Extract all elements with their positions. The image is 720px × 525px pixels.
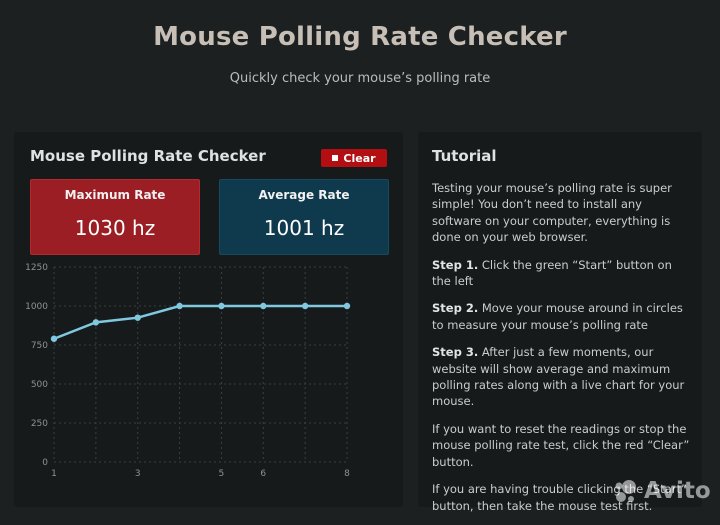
clear-button-label: Clear <box>343 151 376 165</box>
tutorial-intro: Testing your mouse’s polling rate is sup… <box>432 181 672 245</box>
tutorial-step-1: Step 1. Click the green “Start” button o… <box>432 257 694 290</box>
data-point <box>50 335 58 342</box>
y-tick-label: 500 <box>31 380 48 390</box>
max-rate-card: Maximum Rate 1030 hz <box>30 179 200 255</box>
x-tick-label: 6 <box>260 469 266 479</box>
y-tick-label: 1250 <box>25 263 48 273</box>
step-3-text: After just a few moments, our website wi… <box>432 345 685 409</box>
avito-logo-icon <box>615 480 636 502</box>
tutorial-body: Testing your mouse’s polling rate is sup… <box>432 180 694 525</box>
x-tick-label: 3 <box>135 469 141 479</box>
data-point <box>301 302 309 310</box>
tutorial-step-3: Step 3. After just a few moments, our we… <box>432 344 694 410</box>
step-1-text: Click the green “Start” button on the le… <box>432 257 672 289</box>
avg-rate-label: Average Rate <box>258 188 350 202</box>
data-point <box>343 302 351 310</box>
step-2-text: Move your mouse around in circles to mea… <box>432 301 683 332</box>
checker-title: Mouse Polling Rate Checker <box>30 147 266 165</box>
tutorial-step-2: Step 2. Move your mouse around in circle… <box>432 300 694 333</box>
y-tick-label: 1000 <box>25 302 48 312</box>
data-point <box>134 314 141 321</box>
stop-icon <box>332 155 339 161</box>
max-rate-value: 1030 hz <box>74 216 156 240</box>
step-3-label: Step 3. <box>432 345 479 360</box>
y-tick-label: 0 <box>42 458 48 468</box>
x-tick-label: 5 <box>219 469 225 479</box>
series-line <box>53 304 347 340</box>
data-point <box>92 319 100 326</box>
clear-button[interactable]: Clear <box>321 149 387 167</box>
avg-rate-card: Average Rate 1001 hz <box>219 179 389 255</box>
step-2-label: Step 2. <box>432 301 479 316</box>
y-tick-label: 750 <box>31 341 48 351</box>
data-point <box>260 302 267 310</box>
avito-watermark: Avito <box>612 478 711 504</box>
polling-rate-chart: 0 250 500 750 1000 1250 1 3 5 6 8 <box>25 263 351 479</box>
data-point <box>218 302 225 310</box>
page-title: Mouse Polling Rate Checker <box>153 22 567 52</box>
x-tick-label: 8 <box>344 469 350 479</box>
checker-panel: Mouse Polling Rate Checker Clear Maximum… <box>14 132 403 507</box>
tutorial-title: Tutorial <box>432 147 497 165</box>
tutorial-panel: Tutorial Testing your mouse’s polling ra… <box>418 132 702 513</box>
max-rate-label: Maximum Rate <box>64 188 166 202</box>
tutorial-reset: If you want to reset the readings or sto… <box>432 421 690 469</box>
avito-watermark-text: Avito <box>644 478 711 504</box>
y-tick-label: 250 <box>31 419 48 429</box>
page-subtitle: Quickly check your mouse’s polling rate <box>229 71 491 86</box>
step-1-label: Step 1. <box>432 257 479 272</box>
data-point <box>176 302 183 310</box>
avg-rate-value: 1001 hz <box>263 216 345 240</box>
x-tick-label: 1 <box>51 469 57 479</box>
